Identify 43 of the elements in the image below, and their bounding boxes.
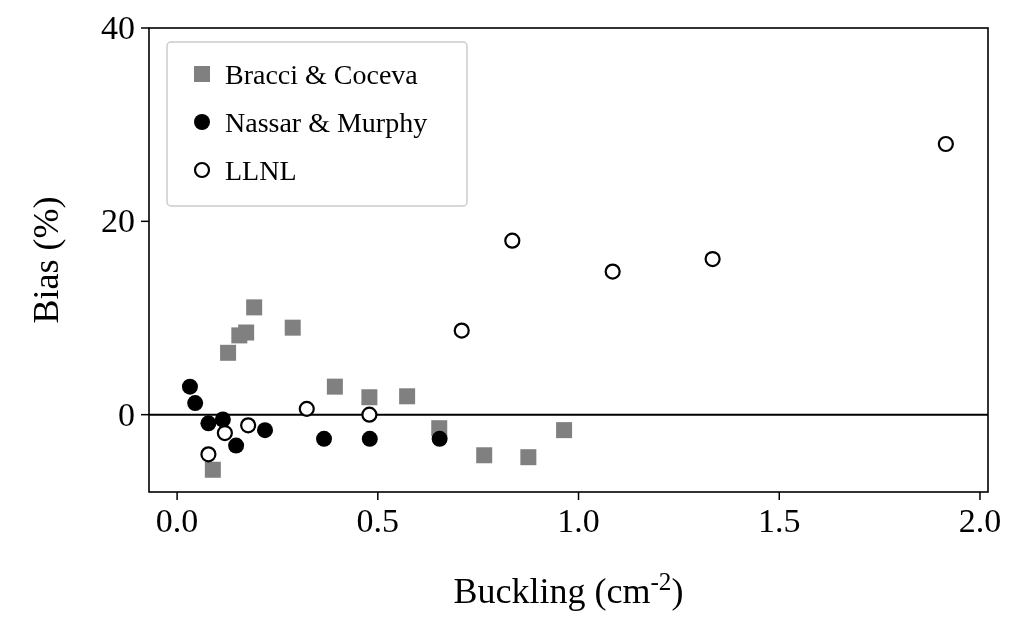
point [298,400,315,417]
point [399,388,416,405]
legend-label: Bracci & Coceva [225,59,419,90]
point [361,389,378,406]
point [316,430,333,447]
point [604,263,621,280]
x-tick-label: 1.0 [557,502,600,539]
point [200,415,217,432]
point [704,250,721,268]
point [361,406,378,423]
legend-label: Nassar & Murphy [225,107,428,138]
point [216,424,233,442]
point [246,299,263,316]
point [204,461,221,478]
x-tick-label: 2.0 [958,502,1002,539]
y-axis-title: Bias (%) [26,196,66,324]
point [520,449,537,466]
point [326,378,343,395]
x-tick-label: 0.5 [356,502,400,539]
point [937,135,954,153]
point [187,395,204,412]
point [228,437,245,454]
point [214,411,231,428]
x-tick-label: 0.0 [155,502,199,539]
point [284,319,301,336]
x-axis-title: Buckling (cm$^{-2}$) [453,567,684,611]
point [231,327,248,344]
point [476,447,493,464]
point [181,378,198,395]
y-tick-label: 40 [101,9,135,46]
y-tick-label: 20 [101,202,135,240]
point [504,232,521,249]
point [240,417,257,434]
point [200,446,217,463]
point [257,422,274,439]
point [361,430,378,447]
legend-label: LLNL [225,155,297,186]
point [556,422,573,439]
point [431,430,448,447]
point [220,344,237,361]
x-tick-label: 1.5 [758,502,801,539]
y-tick-label: 0 [118,395,135,433]
point [453,322,470,339]
